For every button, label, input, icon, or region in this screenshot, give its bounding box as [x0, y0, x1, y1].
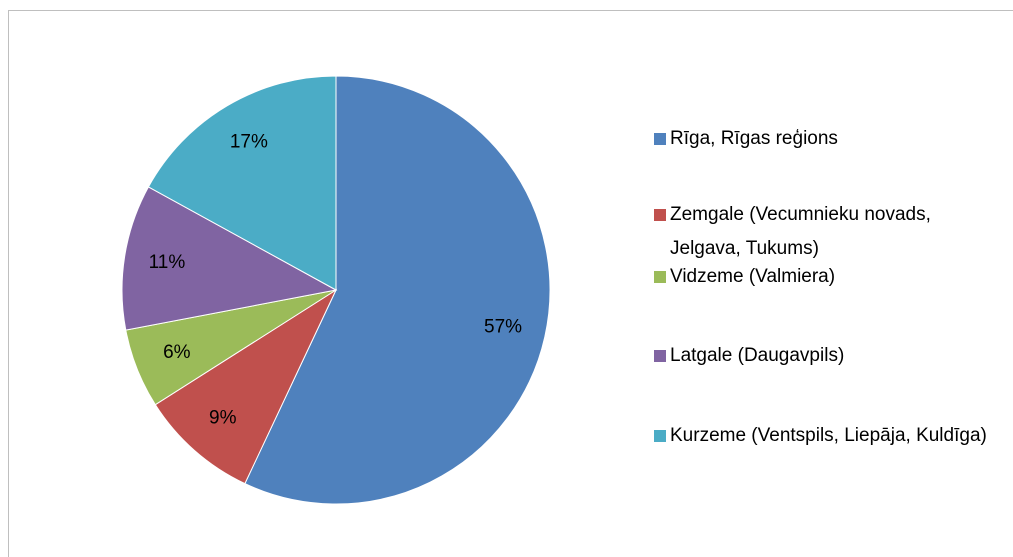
- data-label: 57%: [484, 316, 522, 337]
- pie-slice: [244, 75, 551, 505]
- legend-item: Zemgale (Vecumnieku novads, Jelgava, Tuk…: [654, 198, 999, 266]
- legend-label: Rīga, Rīgas reģions: [670, 128, 838, 149]
- pie-slice: [147, 75, 337, 291]
- legend-swatch: [654, 209, 666, 221]
- data-label: 11%: [149, 252, 186, 273]
- pie-slice: [154, 288, 338, 485]
- legend-swatch: [654, 430, 666, 442]
- pie-slice: [121, 186, 338, 331]
- data-label: 9%: [209, 407, 237, 428]
- chart-frame: [8, 10, 1013, 557]
- legend-swatch: [654, 133, 666, 145]
- legend-item: Rīga, Rīgas reģions: [654, 122, 999, 156]
- legend-swatch: [654, 271, 666, 283]
- legend-label: Latgale (Daugavpils): [670, 345, 845, 366]
- data-label: 6%: [163, 342, 191, 363]
- legend-item: Vidzeme (Valmiera): [654, 260, 999, 294]
- legend-label: Vidzeme (Valmiera): [670, 266, 836, 287]
- data-label: 17%: [230, 132, 268, 153]
- legend-label: Kurzeme (Ventspils, Liepāja, Kuldīga): [670, 425, 987, 446]
- legend-label: Zemgale (Vecumnieku novads, Jelgava, Tuk…: [670, 204, 931, 259]
- legend-item: Latgale (Daugavpils): [654, 339, 999, 373]
- legend-item: Kurzeme (Ventspils, Liepāja, Kuldīga): [654, 419, 999, 453]
- legend-swatch: [654, 350, 666, 362]
